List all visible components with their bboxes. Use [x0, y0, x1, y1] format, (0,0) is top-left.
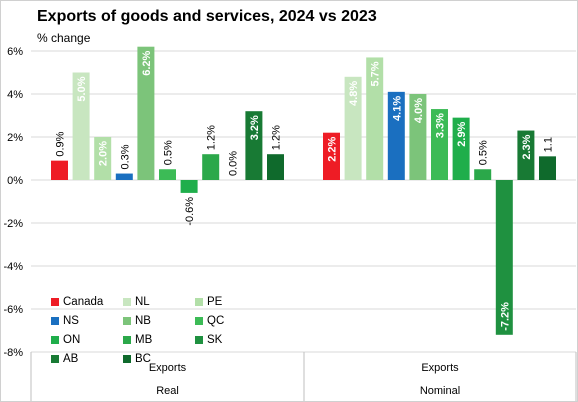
legend-item: QC [195, 313, 267, 328]
data-label: 0.5% [478, 140, 490, 165]
legend-item: Canada [51, 294, 123, 309]
bar [495, 180, 513, 335]
data-label: 4.8% [348, 81, 360, 106]
data-label: 0.3% [119, 144, 131, 169]
bar [137, 46, 155, 181]
legend-swatch [51, 297, 59, 306]
data-label: -7.2% [499, 302, 511, 331]
legend-item: BC [123, 351, 195, 366]
legend-swatch [123, 297, 131, 306]
bar [159, 169, 176, 180]
legend-label: BC [135, 352, 151, 365]
legend-swatch [123, 354, 131, 363]
legend-swatch [51, 354, 59, 363]
category-label: Exports [149, 362, 187, 374]
y-tick-label: -8% [3, 347, 23, 359]
legend-item: NL [123, 294, 195, 309]
chart-title: Exports of goods and services, 2024 vs 2… [37, 8, 377, 25]
data-label: 0.0% [227, 151, 239, 176]
bar [344, 76, 362, 180]
legend-swatch [195, 316, 203, 325]
legend-item: PE [195, 294, 267, 309]
group-label: Real [156, 385, 179, 397]
bar [409, 94, 427, 180]
group-label: Nominal [420, 385, 460, 397]
legend-label: NL [135, 295, 150, 308]
data-label: 0.5% [163, 140, 175, 165]
legend-swatch [51, 316, 59, 325]
y-tick-label: 0% [7, 175, 23, 187]
data-label: 2.9% [456, 121, 468, 146]
legend-swatch [51, 335, 59, 344]
data-label: 3.2% [249, 115, 261, 140]
data-label: 5.7% [370, 61, 382, 86]
y-axis-label: % change [37, 31, 91, 45]
legend-label: QC [207, 314, 225, 327]
legend-swatch [123, 335, 131, 344]
legend-label: PE [207, 295, 223, 308]
legend-swatch [195, 335, 203, 344]
legend-label: MB [135, 333, 153, 346]
legend-item: ON [51, 332, 123, 347]
legend-item: SK [195, 332, 267, 347]
y-tick-label: -6% [3, 304, 23, 316]
bar [267, 154, 284, 180]
legend-label: SK [207, 333, 223, 346]
category-label: Exports [421, 362, 459, 374]
data-label: 1.1 [543, 137, 555, 152]
legend-item: AB [51, 351, 123, 366]
bar [474, 169, 492, 180]
bar [180, 180, 198, 193]
data-label: -0.6% [184, 197, 196, 226]
legend-label: Canada [63, 295, 104, 308]
data-label: 2.3% [521, 134, 533, 159]
data-label: 3.3% [435, 113, 447, 138]
legend-item: MB [123, 332, 195, 347]
bar [245, 111, 263, 180]
legend: Canada NL PE NS NB QC ON MB SK AB BC [51, 294, 301, 366]
bar [366, 57, 384, 181]
bar [431, 109, 448, 180]
bar [94, 137, 112, 180]
bar [517, 130, 535, 180]
y-tick-label: 4% [7, 89, 23, 101]
legend-swatch [195, 297, 203, 306]
legend-label: AB [63, 352, 79, 365]
data-label: 1.2% [206, 125, 218, 150]
data-label: 4.0% [413, 98, 425, 123]
data-label: 1.2% [271, 125, 283, 150]
legend-item: NB [123, 313, 195, 328]
data-label: 4.1% [391, 96, 403, 121]
legend-label: ON [63, 333, 81, 346]
data-label: 2.2% [327, 136, 339, 161]
y-tick-label: 2% [7, 132, 23, 144]
bar [452, 117, 470, 180]
legend-swatch [123, 316, 131, 325]
bar [115, 173, 133, 180]
data-label: 2.0% [98, 141, 110, 166]
data-label: 6.2% [141, 50, 153, 75]
bar [539, 156, 556, 180]
y-tick-label: 6% [7, 46, 23, 58]
bar [323, 132, 340, 180]
bar [202, 154, 220, 180]
bar [387, 91, 405, 180]
legend-item: NS [51, 313, 123, 328]
legend-label: NS [63, 314, 79, 327]
data-label: 0.9% [55, 131, 67, 156]
bar [51, 160, 68, 180]
y-tick-label: -4% [3, 261, 23, 273]
legend-label: NB [135, 314, 151, 327]
y-tick-label: -2% [3, 218, 23, 230]
bar [72, 72, 90, 180]
data-label: 5.0% [76, 76, 88, 101]
